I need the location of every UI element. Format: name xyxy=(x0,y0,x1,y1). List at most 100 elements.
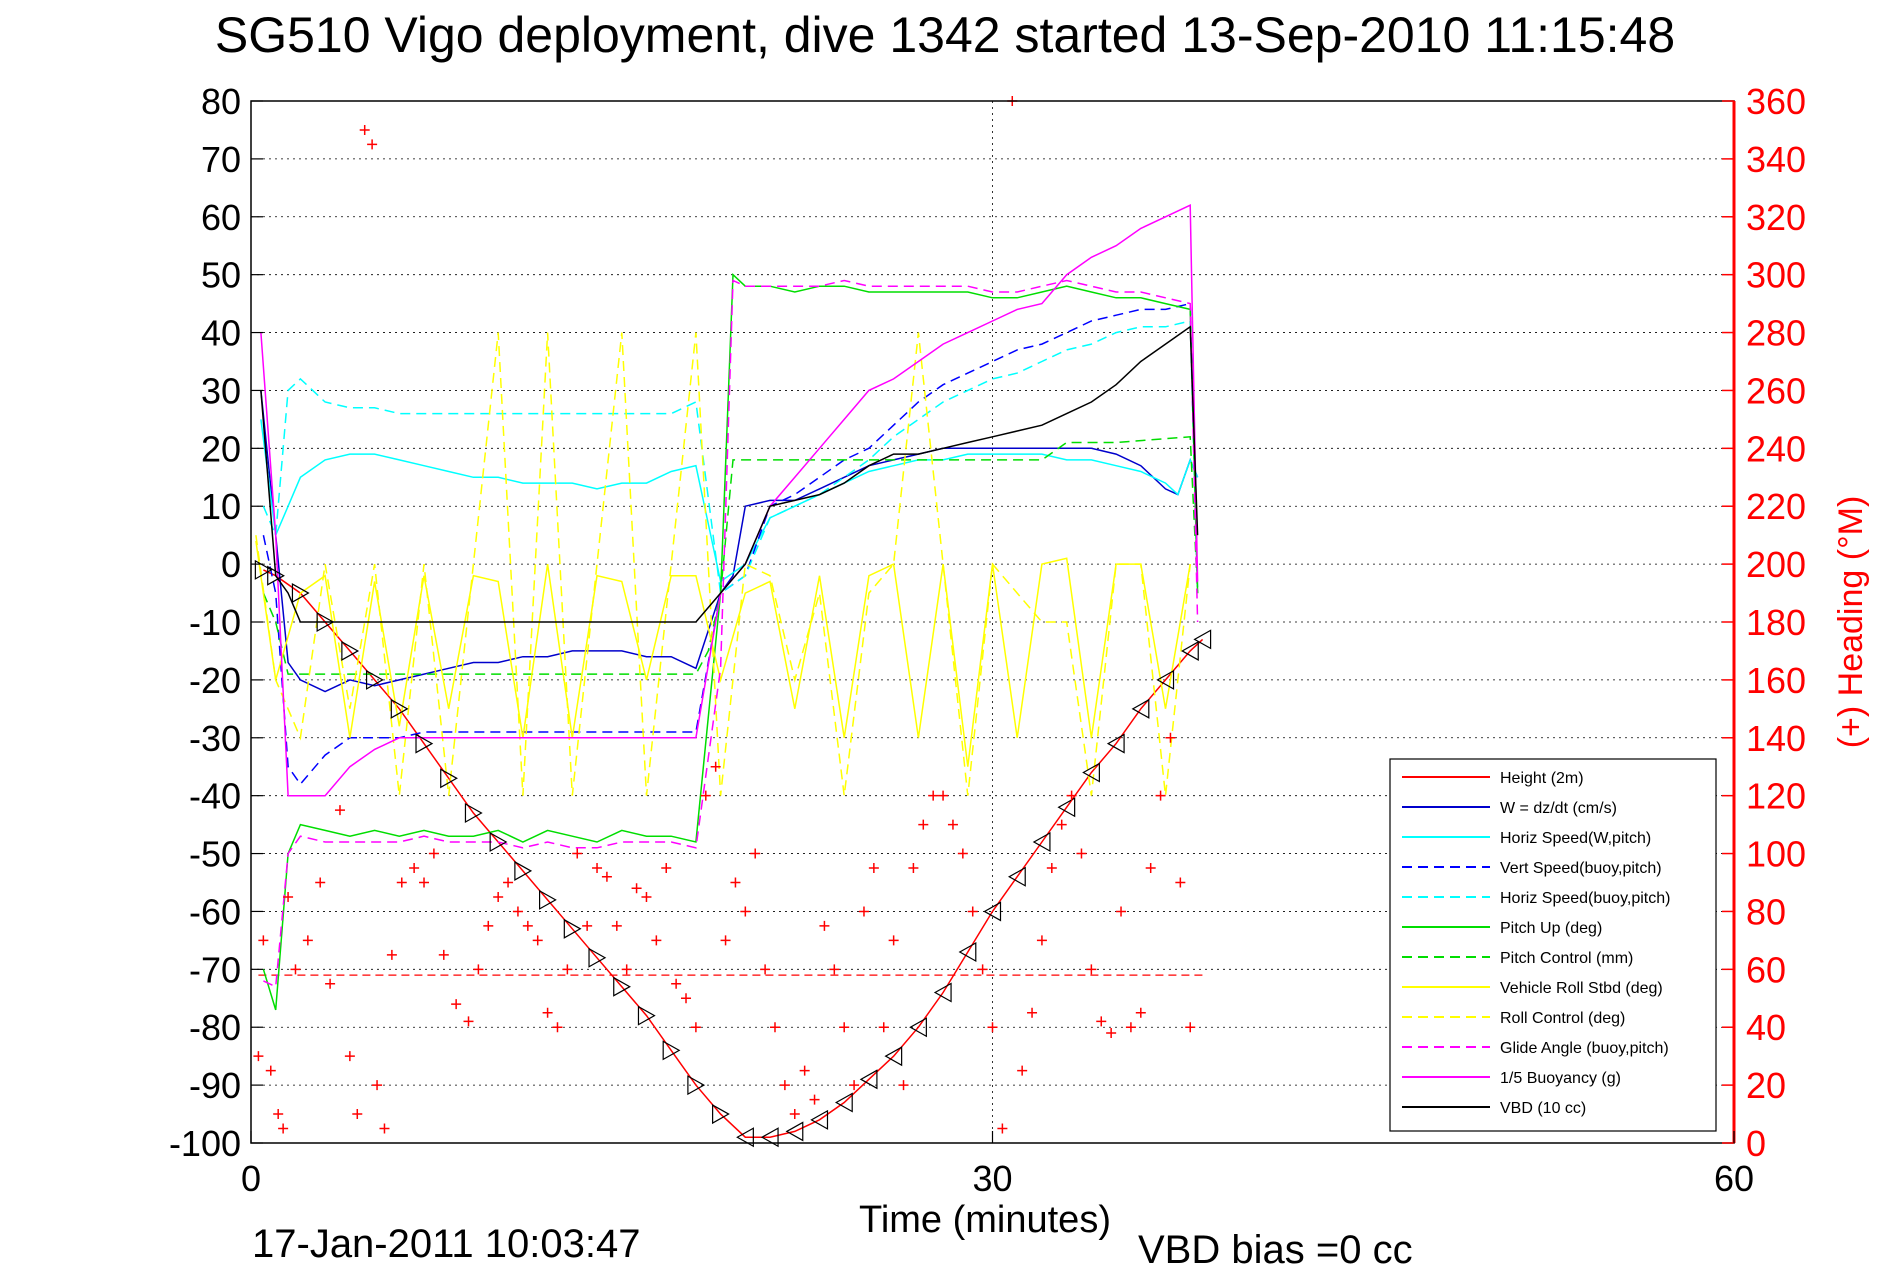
left-tick-label: -40 xyxy=(189,776,241,817)
heading-point xyxy=(367,139,378,150)
height-point-marker xyxy=(834,1092,853,1113)
height-point-marker xyxy=(1106,733,1125,754)
footer-vbd-bias: VBD bias =0 cc xyxy=(1138,1228,1413,1272)
left-tick-label: 20 xyxy=(201,428,241,469)
height-point-marker xyxy=(958,941,977,962)
height-point-marker xyxy=(760,1127,779,1148)
heading-point xyxy=(253,1051,264,1062)
legend-label: Pitch Up (deg) xyxy=(1500,920,1602,937)
left-tick-label: -80 xyxy=(189,1007,241,1048)
heading-point xyxy=(1155,790,1166,801)
height-point-marker xyxy=(662,1040,681,1061)
heading-point xyxy=(483,920,494,931)
heading-point xyxy=(1046,863,1057,874)
heading-point xyxy=(740,906,751,917)
heading-point xyxy=(730,877,741,888)
height-point-marker xyxy=(267,565,285,586)
heading-point xyxy=(839,1022,850,1033)
legend-label: Roll Control (deg) xyxy=(1500,1010,1625,1027)
heading-point xyxy=(542,1007,553,1018)
heading-point xyxy=(829,964,840,975)
heading-point xyxy=(918,819,929,830)
x-tick-label: 60 xyxy=(1714,1158,1754,1199)
heading-point xyxy=(898,1080,909,1091)
footer-timestamp: 17-Jan-2011 10:03:47 xyxy=(252,1222,641,1266)
heading-point xyxy=(750,848,761,859)
x-axis-ticks: 0 30 60 xyxy=(241,1131,1754,1199)
heading-point xyxy=(552,1022,563,1033)
series-line xyxy=(260,419,1199,583)
height-point-marker xyxy=(736,1127,754,1148)
heading-point xyxy=(315,877,326,888)
heading-point xyxy=(290,964,301,975)
height-point-marker xyxy=(316,611,335,633)
heading-point xyxy=(888,935,899,946)
height-point-marker xyxy=(983,901,1002,922)
legend-label: Pitch Control (mm) xyxy=(1500,950,1633,967)
heading-point xyxy=(809,1094,820,1105)
right-tick-label: 20 xyxy=(1746,1065,1786,1106)
heading-point xyxy=(352,1109,363,1120)
height-point-marker xyxy=(563,918,582,939)
heading-point xyxy=(779,1080,790,1091)
heading-point xyxy=(621,964,632,975)
heading-point xyxy=(1027,1007,1038,1018)
heading-point xyxy=(641,891,652,902)
height-point-marker xyxy=(341,640,360,661)
heading-point xyxy=(1185,1022,1196,1033)
height-point-marker xyxy=(1193,629,1212,650)
heading-point xyxy=(503,877,514,888)
left-tick-label: -50 xyxy=(189,834,241,875)
height-point-marker xyxy=(489,831,508,853)
heading-point xyxy=(1096,1016,1107,1027)
heading-point xyxy=(522,920,533,931)
left-tick-label: 50 xyxy=(201,255,241,296)
height-point-marker xyxy=(1156,669,1175,690)
height-point-marker xyxy=(637,1005,656,1026)
heading-point xyxy=(868,863,879,874)
heading-point xyxy=(849,1080,860,1091)
height-point-marker xyxy=(1131,698,1150,719)
heading-point xyxy=(278,1123,289,1134)
height-point-marker xyxy=(390,698,409,719)
legend-label: Horiz Speed(W,pitch) xyxy=(1500,830,1651,847)
heading-point xyxy=(451,999,462,1010)
height-point-marker xyxy=(1082,762,1100,783)
heading-point xyxy=(661,863,672,874)
height-point-marker xyxy=(514,860,533,881)
right-tick-label: 120 xyxy=(1746,776,1806,817)
height-point-marker xyxy=(810,1109,829,1130)
heading-point xyxy=(334,805,345,816)
series-line xyxy=(255,332,1191,796)
legend-box xyxy=(1389,758,1717,1132)
legend-label: VBD (10 cc) xyxy=(1500,1100,1586,1117)
left-axis-ticks: 80 70 60 50 40 30 20 10 0 -10 -20 -30 -40 -50 -60 -70 -8… xyxy=(169,81,263,1164)
heading-point xyxy=(1036,935,1047,946)
height-point-marker xyxy=(1181,640,1199,661)
heading-point xyxy=(562,964,573,975)
heading-point xyxy=(428,848,439,859)
legend-label: Glide Angle (buoy,pitch) xyxy=(1500,1040,1669,1057)
heading-point xyxy=(265,1065,276,1076)
right-tick-label: 200 xyxy=(1746,544,1806,585)
height-point-marker xyxy=(539,889,557,910)
heading-point xyxy=(710,761,721,772)
left-tick-label: -90 xyxy=(189,1065,241,1106)
heading-point xyxy=(473,964,484,975)
left-tick-label: 0 xyxy=(221,544,241,585)
heading-point xyxy=(396,877,407,888)
right-tick-label: 340 xyxy=(1746,139,1806,180)
heading-point xyxy=(359,124,370,135)
heading-point xyxy=(1116,906,1127,917)
heading-point xyxy=(386,949,397,960)
heading-point xyxy=(1175,877,1186,888)
heading-point xyxy=(273,1109,284,1120)
right-tick-label: 220 xyxy=(1746,486,1806,527)
heading-point xyxy=(572,848,583,859)
series-line xyxy=(260,390,1199,693)
heading-point xyxy=(908,863,919,874)
heading-point xyxy=(419,877,430,888)
heading-point xyxy=(631,883,642,894)
heading-point xyxy=(700,790,711,801)
